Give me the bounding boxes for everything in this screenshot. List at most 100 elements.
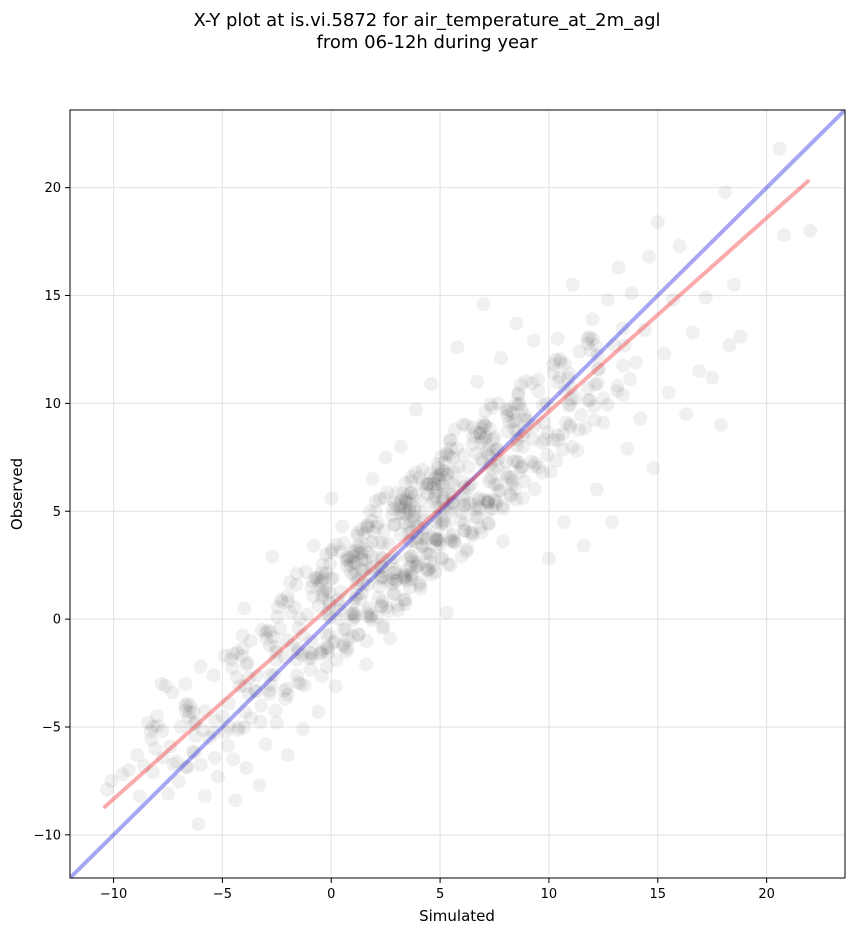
dense-point-392 xyxy=(468,509,483,524)
data-point-68 xyxy=(378,450,393,465)
dense-point-192 xyxy=(381,536,396,551)
dense-point-426 xyxy=(481,516,496,531)
dense-point-124 xyxy=(348,591,363,606)
dense-point-538 xyxy=(513,377,528,392)
y-axis-ticks: −10 −5 0 5 10 15 20 xyxy=(34,181,70,843)
dense-point-150 xyxy=(371,590,386,605)
y-tick-label-5: 15 xyxy=(44,289,61,304)
data-point-121 xyxy=(581,381,596,396)
dense-point-540 xyxy=(560,371,575,386)
dense-point-206 xyxy=(395,569,410,584)
dense-point-287 xyxy=(404,572,419,587)
dense-point-549 xyxy=(565,439,580,454)
dense-point-181 xyxy=(345,606,360,621)
dense-point-36 xyxy=(234,649,249,664)
dense-point-323 xyxy=(445,533,460,548)
dense-point-94 xyxy=(272,621,287,636)
data-point-79 xyxy=(420,532,435,547)
dense-point-355 xyxy=(444,487,459,502)
dense-point-257 xyxy=(412,578,427,593)
dense-point-309 xyxy=(430,500,445,515)
dense-point-84 xyxy=(270,600,285,615)
chart-title: X-Y plot at is.vi.5872 for air_temperatu… xyxy=(0,10,854,54)
dense-point-97 xyxy=(290,645,305,660)
dense-point-264 xyxy=(428,532,443,547)
data-point-30 xyxy=(232,679,247,693)
dense-point-259 xyxy=(374,564,389,579)
data-point-103 xyxy=(511,387,526,402)
dense-point-528 xyxy=(525,376,540,391)
x-axis-label: Simulated xyxy=(419,907,495,925)
dense-point-127 xyxy=(341,553,356,568)
data-point-114 xyxy=(552,370,567,385)
x-tick-label-4: 10 xyxy=(541,887,558,902)
dense-point-474 xyxy=(446,464,461,479)
dense-point-203 xyxy=(334,584,349,599)
dense-point-437 xyxy=(455,417,470,432)
dense-point-186 xyxy=(374,599,389,614)
dense-point-108 xyxy=(283,575,298,590)
data-point-56 xyxy=(330,592,345,607)
dense-point-447 xyxy=(447,422,462,437)
dense-point-378 xyxy=(459,544,474,559)
dense-point-243 xyxy=(373,572,388,587)
dense-point-562 xyxy=(582,393,597,408)
dense-point-300 xyxy=(420,477,435,492)
dense-point-320 xyxy=(403,485,418,500)
dense-point-224 xyxy=(362,601,377,616)
data-point-76 xyxy=(409,402,424,417)
dense-point-327 xyxy=(393,506,408,521)
dense-point-229 xyxy=(350,538,365,553)
data-point-78 xyxy=(415,476,430,491)
data-point-29 xyxy=(228,793,243,808)
data-point-122 xyxy=(585,312,600,327)
dense-point-479 xyxy=(465,437,480,452)
dense-point-216 xyxy=(360,577,375,592)
data-point-138 xyxy=(650,215,665,230)
data-point-23 xyxy=(206,668,221,683)
grid xyxy=(70,110,845,878)
dense-point-182 xyxy=(383,554,398,569)
dense-point-117 xyxy=(343,607,358,622)
dense-point-490 xyxy=(471,490,486,505)
dense-point-511 xyxy=(476,415,491,430)
dense-point-489 xyxy=(491,396,506,411)
dense-point-276 xyxy=(429,510,444,525)
dense-point-349 xyxy=(443,558,458,573)
dense-point-406 xyxy=(481,448,496,463)
dense-point-493 xyxy=(503,487,518,502)
dense-point-416 xyxy=(465,528,480,543)
dense-point-582 xyxy=(617,338,632,353)
dense-point-32 xyxy=(231,720,246,735)
dense-point-227 xyxy=(372,579,387,594)
dense-point-569 xyxy=(546,365,561,380)
dense-point-57 xyxy=(249,684,264,699)
dense-point-542 xyxy=(563,397,578,412)
dense-point-575 xyxy=(557,383,572,398)
data-point-125 xyxy=(596,415,611,430)
dense-point-45 xyxy=(224,652,239,667)
dense-point-168 xyxy=(375,551,390,566)
dense-point-193 xyxy=(326,571,341,586)
data-point-38 xyxy=(263,668,278,683)
dense-point-210 xyxy=(348,556,363,571)
dense-point-295 xyxy=(411,557,426,572)
dense-point-13 xyxy=(155,750,170,765)
dense-point-56 xyxy=(263,624,278,639)
dense-point-402 xyxy=(433,500,448,515)
dense-point-418 xyxy=(436,491,451,506)
dense-point-253 xyxy=(368,494,383,509)
data-point-57 xyxy=(335,519,350,534)
dense-point-61 xyxy=(262,686,277,701)
data-point-81 xyxy=(428,564,443,579)
x-tick-label-2: 0 xyxy=(327,887,335,902)
dense-point-453 xyxy=(473,426,488,441)
data-point-132 xyxy=(624,286,639,301)
dense-point-358 xyxy=(429,539,444,554)
dense-point-376 xyxy=(463,477,478,492)
dense-point-114 xyxy=(280,588,295,603)
dense-point-404 xyxy=(434,449,449,464)
x-tick-label-6: 20 xyxy=(758,887,775,902)
dense-point-484 xyxy=(474,420,489,435)
dense-point-240 xyxy=(354,550,369,565)
